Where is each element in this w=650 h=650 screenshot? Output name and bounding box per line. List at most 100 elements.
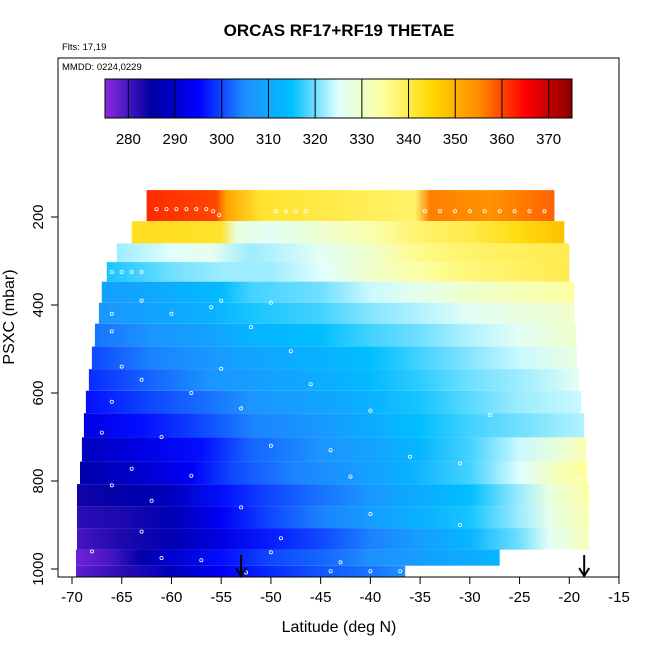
y-tick-label: 200 bbox=[30, 204, 47, 229]
colorbar-tick-label: 330 bbox=[349, 131, 374, 148]
data-marker bbox=[348, 474, 353, 479]
data-marker bbox=[109, 269, 114, 274]
heatmap-row bbox=[131, 221, 565, 244]
data-marker bbox=[109, 311, 114, 316]
data-marker bbox=[149, 498, 154, 503]
data-marker bbox=[577, 476, 582, 481]
data-marker bbox=[189, 473, 194, 478]
data-marker bbox=[139, 298, 144, 303]
data-marker bbox=[129, 466, 134, 471]
data-marker bbox=[288, 349, 293, 354]
data-marker bbox=[423, 209, 428, 214]
data-marker bbox=[512, 209, 517, 214]
heatmap-rows bbox=[76, 190, 590, 577]
x-tick-label: -30 bbox=[459, 589, 481, 606]
x-tick-label: -15 bbox=[608, 589, 630, 606]
data-marker bbox=[239, 505, 244, 510]
colorbar-tick-label: 360 bbox=[489, 131, 514, 148]
heatmap-row bbox=[83, 413, 585, 438]
data-marker bbox=[328, 569, 333, 574]
data-marker bbox=[99, 430, 104, 435]
data-marker bbox=[219, 298, 224, 303]
colorbar-tick-label: 310 bbox=[256, 131, 281, 148]
data-marker bbox=[273, 209, 278, 214]
down-arrow bbox=[235, 555, 247, 578]
x-tick-label: -40 bbox=[360, 589, 382, 606]
data-marker bbox=[457, 461, 462, 466]
data-marker bbox=[482, 209, 487, 214]
data-marker bbox=[408, 454, 413, 459]
colorbar-tick-label: 370 bbox=[536, 131, 561, 148]
data-marker bbox=[338, 560, 343, 565]
data-marker bbox=[283, 209, 288, 214]
down-arrow bbox=[578, 555, 591, 578]
heatmap-row bbox=[101, 281, 575, 303]
data-marker bbox=[109, 329, 114, 334]
heatmap-row bbox=[77, 484, 590, 507]
data-marker bbox=[109, 483, 114, 488]
heatmap-row bbox=[106, 262, 570, 282]
heatmap-row bbox=[76, 549, 500, 566]
data-marker bbox=[89, 549, 94, 554]
data-marker bbox=[368, 408, 373, 413]
y-axis-label: PSXC (mbar) bbox=[1, 269, 18, 364]
data-marker bbox=[199, 558, 204, 563]
data-marker bbox=[217, 213, 222, 218]
data-marker bbox=[527, 209, 532, 214]
date-note: MMDD: 0224,0229 bbox=[62, 62, 142, 73]
data-marker bbox=[437, 209, 442, 214]
y-axis: 200 400 600 800 1000 bbox=[30, 204, 59, 586]
data-marker bbox=[139, 529, 144, 534]
data-marker bbox=[174, 207, 179, 212]
data-marker bbox=[204, 207, 209, 212]
arrow-markers bbox=[235, 555, 591, 578]
x-tick-label: -60 bbox=[161, 589, 183, 606]
heatmap-row bbox=[77, 506, 590, 529]
heatmap-row bbox=[85, 390, 582, 414]
x-tick-label: -55 bbox=[210, 589, 232, 606]
colorbar-tick-label: 300 bbox=[209, 131, 234, 148]
data-marker bbox=[159, 556, 164, 561]
data-marker bbox=[268, 443, 273, 448]
data-marker bbox=[139, 269, 144, 274]
data-marker bbox=[268, 300, 273, 305]
data-marker bbox=[169, 311, 174, 316]
data-marker bbox=[268, 550, 273, 555]
x-tick-label: -70 bbox=[61, 589, 83, 606]
data-marker bbox=[119, 364, 124, 369]
data-marker bbox=[303, 209, 308, 214]
data-marker bbox=[497, 209, 502, 214]
x-tick-label: -20 bbox=[558, 589, 580, 606]
x-tick-label: -50 bbox=[260, 589, 282, 606]
data-marker bbox=[248, 324, 253, 329]
heatmap-row bbox=[98, 302, 575, 324]
x-tick-label: -65 bbox=[111, 589, 133, 606]
x-axis-label: Latitude (deg N) bbox=[282, 619, 397, 636]
heatmap-row bbox=[146, 190, 555, 222]
data-marker bbox=[159, 434, 164, 439]
colorbar bbox=[104, 78, 573, 119]
data-marker bbox=[398, 569, 403, 574]
flights-note: Flts: 17,19 bbox=[62, 42, 106, 53]
data-marker bbox=[239, 406, 244, 411]
colorbar-tick-label: 290 bbox=[163, 131, 188, 148]
data-marker bbox=[293, 209, 298, 214]
data-marker bbox=[368, 569, 373, 574]
data-marker bbox=[119, 269, 124, 274]
data-marker bbox=[189, 390, 194, 395]
data-marker bbox=[308, 382, 313, 387]
x-tick-label: -25 bbox=[509, 589, 531, 606]
data-marker bbox=[211, 209, 216, 214]
data-marker bbox=[129, 269, 134, 274]
data-marker bbox=[154, 207, 159, 212]
data-marker bbox=[194, 207, 199, 212]
heatmap-row bbox=[80, 461, 588, 484]
colorbar-tick-label: 320 bbox=[303, 131, 328, 148]
data-marker bbox=[278, 536, 283, 541]
colorbar-gradient bbox=[104, 78, 573, 119]
data-marker bbox=[139, 377, 144, 382]
colorbar-tick-label: 350 bbox=[443, 131, 468, 148]
data-marker bbox=[467, 209, 472, 214]
y-tick-label: 400 bbox=[30, 292, 47, 317]
